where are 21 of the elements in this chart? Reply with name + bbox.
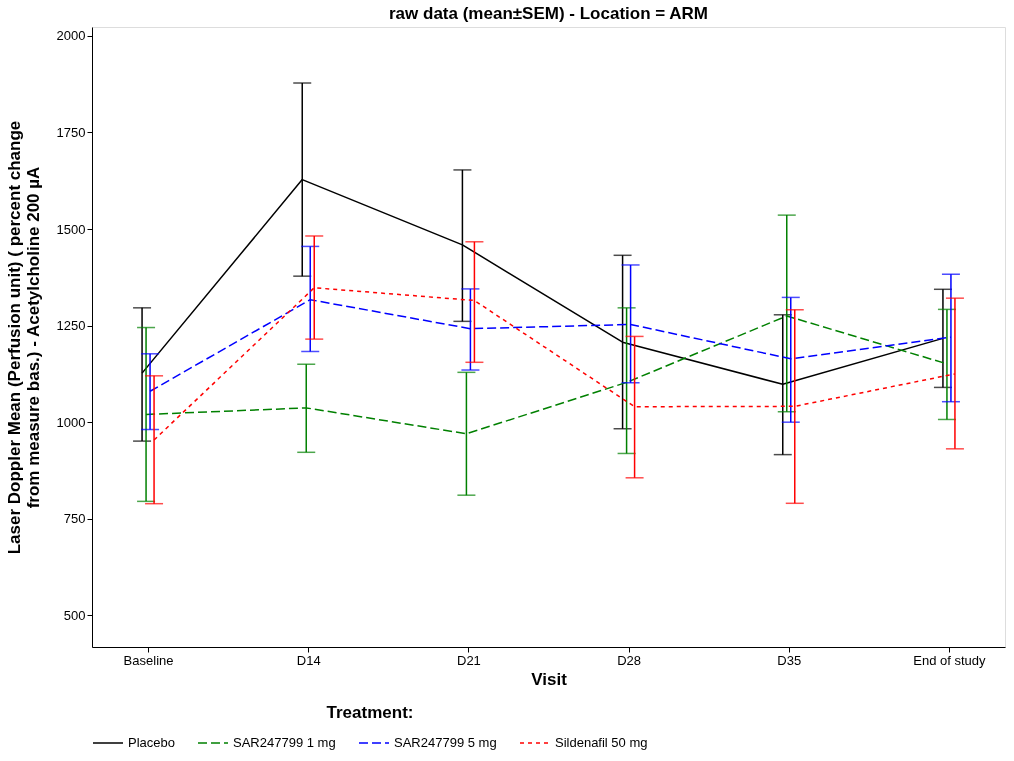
x-tick-label: End of study [913,652,987,668]
x-tick-label: D28 [617,652,642,668]
y-tick-label: 2000 [56,28,86,44]
x-axis-title: Visit [531,669,568,689]
x-tick-label: D21 [456,652,481,668]
y-tick-label: 1000 [56,414,86,430]
legend-label: SAR247799 5 mg [394,735,497,750]
y-tick-label: 500 [63,607,86,623]
x-tick-label: D14 [296,652,321,668]
y-tick-label: 1500 [56,221,86,237]
legend-label: SAR247799 1 mg [233,735,336,750]
legend-label: Sildenafil 50 mg [555,735,648,750]
y-tick-label: 1250 [56,318,86,334]
legend-title: Treatment: [326,703,414,722]
legend-label: Placebo [128,735,175,750]
x-tick-label: Baseline [123,652,174,668]
x-tick-label: D35 [777,652,802,668]
y-tick-label: 750 [63,511,86,527]
chart-title: raw data (mean±SEM) - Location = ARM [389,4,708,23]
y-axis-title: Laser Doppler Mean (Perfusion unit) ( percent change from measure bas.) - Acetylcholine 200 µA [4,120,43,555]
y-tick-label: 1750 [56,124,86,140]
